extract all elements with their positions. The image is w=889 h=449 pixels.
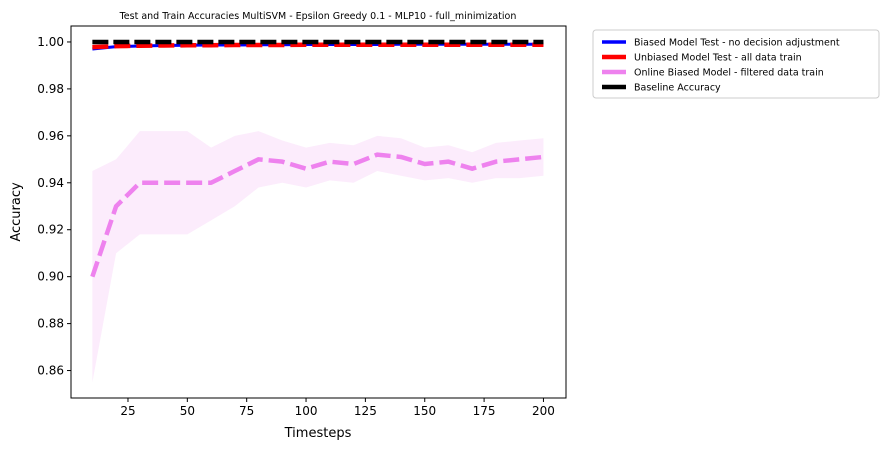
- y-axis-label: Accuracy: [9, 182, 24, 242]
- x-tick-label: 25: [120, 404, 135, 418]
- series-2-band: [92, 131, 544, 383]
- y-tick-label: 0.98: [37, 82, 64, 96]
- x-axis: 25 50 75 100 125 150 175 200: [120, 398, 555, 418]
- y-tick-label: 0.92: [37, 223, 64, 237]
- x-tick-label: 125: [354, 404, 377, 418]
- legend-label-2: Online Biased Model - filtered data trai…: [634, 68, 824, 79]
- chart-title: Test and Train Accuracies MultiSVM - Eps…: [119, 11, 517, 22]
- x-tick-label: 175: [473, 404, 496, 418]
- legend-label-0: Biased Model Test - no decision adjustme…: [634, 38, 840, 49]
- x-tick-label: 100: [295, 404, 318, 418]
- y-tick-label: 0.94: [37, 176, 64, 190]
- y-tick-label: 1.00: [37, 35, 64, 49]
- x-tick-label: 75: [239, 404, 254, 418]
- y-tick-label: 0.88: [37, 317, 64, 331]
- x-tick-label: 150: [413, 404, 436, 418]
- y-tick-label: 0.90: [37, 270, 64, 284]
- legend-label-3: Baseline Accuracy: [634, 83, 721, 94]
- band-layer: [92, 131, 544, 383]
- series-2-line: [90, 152, 544, 278]
- legend: Biased Model Test - no decision adjustme…: [592, 29, 880, 99]
- legend-label-1: Unbiased Model Test - all data train: [634, 53, 802, 64]
- y-tick-label: 0.96: [37, 129, 64, 143]
- x-axis-label: Timesteps: [284, 426, 352, 441]
- series-1-line: [92, 42, 544, 50]
- y-axis: 0.86 0.88 0.90 0.92 0.94 0.96 0.98 1.00: [37, 35, 71, 378]
- plot-frame: [70, 25, 567, 399]
- series-layer: [90, 39, 544, 278]
- legend-frame: [592, 29, 880, 99]
- x-tick-label: 50: [180, 404, 195, 418]
- x-tick-label: 200: [532, 404, 555, 418]
- y-tick-label: 0.86: [37, 364, 64, 378]
